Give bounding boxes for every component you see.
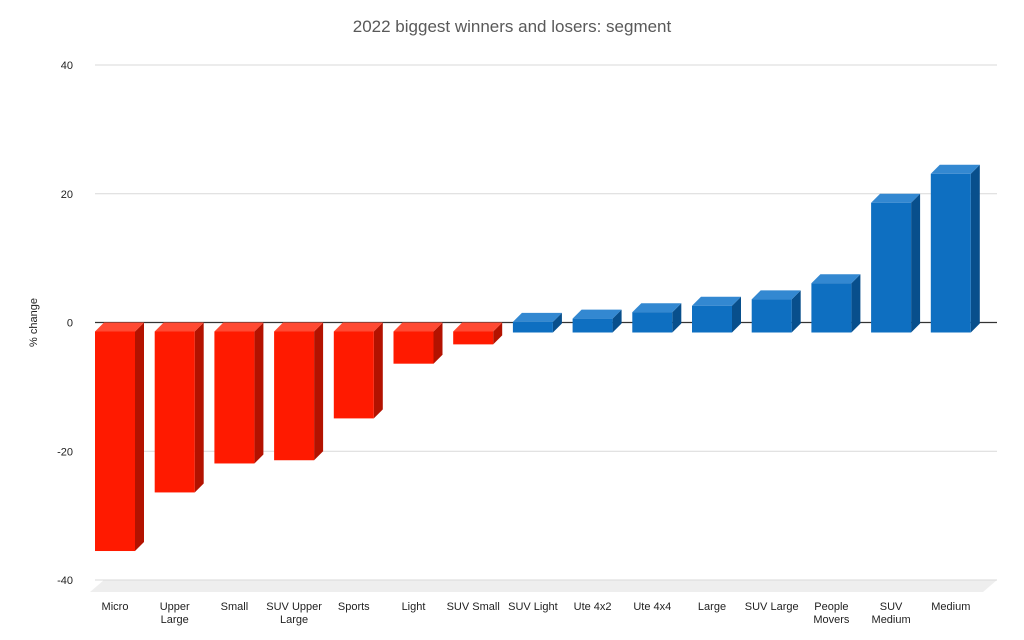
chart-floor	[90, 580, 997, 592]
x-category-label: Ute 4x2	[574, 601, 612, 613]
y-axis-ticks: 40 20 0 -20 -40	[57, 60, 73, 587]
x-category-label: People Movers	[813, 601, 850, 626]
x-category-label: SUV Large	[745, 601, 799, 613]
y-tick-label: 20	[61, 189, 73, 201]
bar	[572, 309, 622, 333]
bar	[214, 322, 264, 464]
bar	[393, 322, 443, 364]
x-category-label: SUV Light	[508, 601, 558, 613]
y-tick-label: 40	[61, 60, 73, 72]
bar	[512, 312, 562, 333]
bar	[95, 322, 144, 552]
x-category-label: Large	[698, 601, 726, 613]
y-tick-label: 0	[67, 318, 73, 330]
x-category-label: SUV Medium	[872, 601, 911, 626]
bar	[751, 290, 801, 333]
y-tick-label: -40	[57, 575, 73, 587]
bar	[274, 322, 324, 461]
bar	[871, 193, 921, 333]
x-category-label: Ute 4x4	[633, 601, 671, 613]
bar	[333, 322, 383, 419]
x-category-label: Micro	[102, 601, 129, 613]
x-axis-labels: Micro Upper Large Small SUV Upper Large Sports…	[102, 601, 971, 626]
bar	[154, 322, 204, 493]
bar	[632, 303, 682, 333]
x-category-label: SUV Small	[447, 601, 500, 613]
x-category-label: Upper Large	[160, 601, 190, 626]
bar	[930, 164, 980, 333]
x-category-label: Small	[221, 601, 249, 613]
y-tick-label: -20	[57, 446, 73, 458]
x-category-label: SUV Upper Large	[266, 601, 322, 626]
y-axis-label: % change	[28, 298, 40, 347]
chart-title: 2022 biggest winners and losers: segment	[353, 17, 672, 36]
bar	[692, 296, 741, 333]
bars	[95, 164, 980, 552]
x-category-label: Medium	[931, 601, 970, 613]
x-category-label: Sports	[338, 601, 370, 613]
bar	[811, 274, 861, 333]
bar	[453, 322, 503, 345]
x-category-label: Light	[402, 601, 426, 613]
